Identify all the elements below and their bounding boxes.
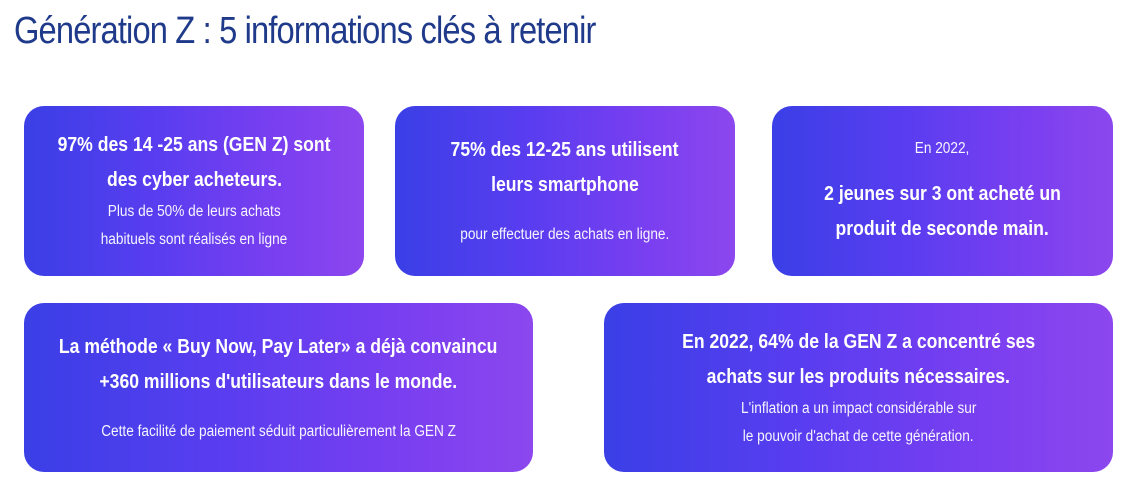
card-headline-line: En 2022, 64% de la GEN Z a concentré ses bbox=[681, 330, 1036, 353]
card-intro: En 2022, bbox=[915, 140, 970, 157]
page-title: Génération Z : 5 informations clés à ret… bbox=[14, 10, 596, 52]
card-detail-line: habituels sont réalisés en ligne bbox=[100, 231, 288, 248]
info-card-essential-purchases: En 2022, 64% de la GEN Z a concentré ses… bbox=[604, 303, 1113, 472]
card-headline-line: +360 millions d'utilisateurs dans le mon… bbox=[99, 370, 458, 393]
card-headline-line: La méthode « Buy Now, Pay Later» a déjà … bbox=[59, 335, 498, 358]
card-headline-line: achats sur les produits nécessaires. bbox=[706, 365, 1011, 388]
card-detail-line: L'inflation a un impact considérable sur bbox=[740, 399, 977, 417]
card-detail-line: Cette facilité de paiement séduit partic… bbox=[101, 422, 456, 440]
info-card-buy-now-pay-later: La méthode « Buy Now, Pay Later» a déjà … bbox=[24, 303, 533, 472]
card-detail-line: le pouvoir d'achat de cette génération. bbox=[743, 427, 974, 445]
card-detail-line: Plus de 50% de leurs achats bbox=[107, 203, 281, 220]
info-card-second-hand: En 2022, 2 jeunes sur 3 ont acheté un pr… bbox=[772, 106, 1113, 276]
card-headline-line: 97% des 14 -25 ans (GEN Z) sont bbox=[57, 134, 331, 156]
info-card-smartphone: 75% des 12-25 ans utilisent leurs smartp… bbox=[395, 106, 735, 276]
card-headline-line: des cyber acheteurs. bbox=[106, 169, 282, 191]
card-headline-line: 75% des 12-25 ans utilisent bbox=[451, 139, 679, 161]
card-detail-line: pour effectuer des achats en ligne. bbox=[460, 226, 670, 243]
card-headline-line: leurs smartphone bbox=[491, 174, 639, 196]
card-headline-line: produit de seconde main. bbox=[835, 218, 1050, 240]
info-card-cyber-buyers: 97% des 14 -25 ans (GEN Z) sont des cybe… bbox=[24, 106, 364, 276]
card-headline-line: 2 jeunes sur 3 ont acheté un bbox=[824, 183, 1061, 205]
